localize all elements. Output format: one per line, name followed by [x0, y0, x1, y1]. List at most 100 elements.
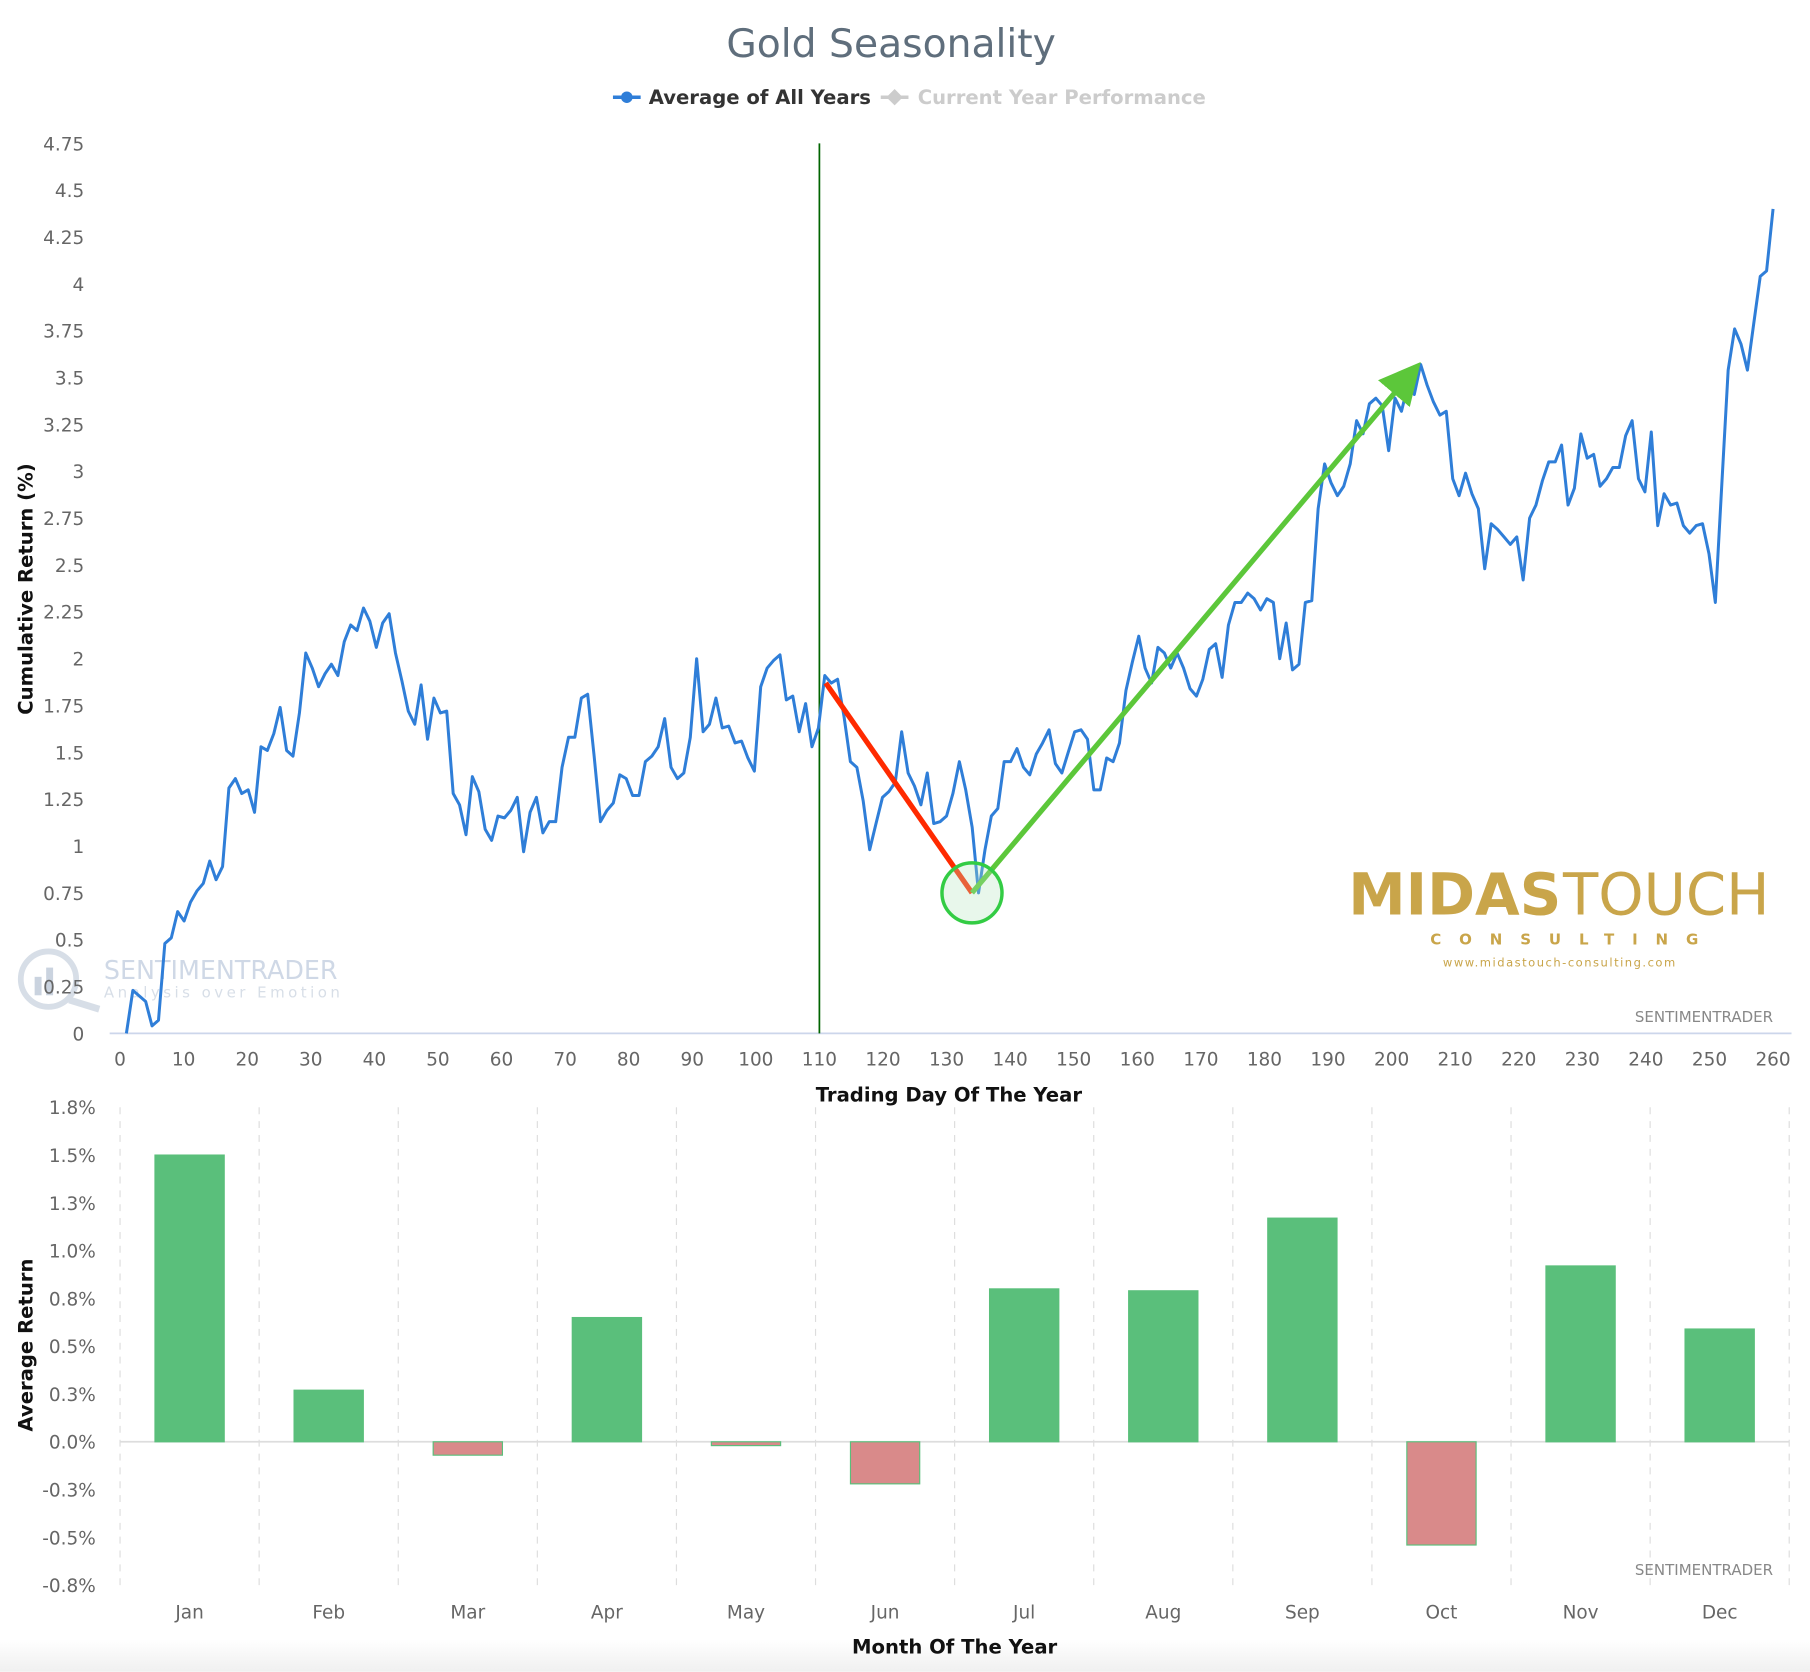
legend-dot-icon: [621, 91, 633, 103]
y-tick-label: 4.75: [43, 134, 84, 155]
watermark-tagline: Analysis over Emotion: [104, 984, 344, 1002]
average-series-line: [124, 208, 1775, 1034]
x-tick-label: 70: [553, 1050, 576, 1071]
bottom-shade: [0, 1639, 1810, 1672]
x-tick-label: Dec: [1702, 1603, 1738, 1624]
y-tick-label: 0.0%: [49, 1433, 96, 1454]
y-tick-label: 0: [73, 1024, 85, 1045]
credit-label: SENTIMENTRADER: [1635, 1008, 1773, 1026]
y-tick-label: 0.75: [43, 884, 84, 905]
y-tick-label: 2.75: [43, 509, 84, 530]
x-tick-label: 10: [172, 1050, 195, 1071]
x-tick-label: 250: [1692, 1050, 1727, 1071]
midas-touch-logo: MIDAS TOUCH CONSULTING www.midastouch-co…: [1348, 860, 1769, 969]
y-tick-label: 1.25: [43, 790, 84, 811]
cumulative-return-plot: 0 0.25 0.5 0.75 1 1.25 1.5 1.75 2 2.25 2.5 2.75 3 3.2…: [14, 134, 1792, 1106]
x-tick-label: Jun: [870, 1603, 900, 1624]
y-axis-title: Average Return: [14, 1259, 37, 1432]
x-tick-label: 80: [617, 1050, 640, 1071]
y-tick-label: 1.0%: [49, 1242, 96, 1263]
y-tick-label: -0.3%: [42, 1481, 96, 1502]
y-axis-title: Cumulative Return (%): [14, 463, 37, 714]
x-tick-label: 30: [299, 1050, 322, 1071]
y-tick-label: 4: [73, 275, 85, 296]
x-tick-label: Jul: [1012, 1603, 1035, 1624]
legend-item-average[interactable]: Average of All Years: [612, 86, 871, 109]
magnifier-icon: [17, 948, 80, 1010]
x-tick-label: 260: [1755, 1050, 1790, 1071]
y-tick-label: 2: [73, 650, 85, 671]
legend-item-current-year[interactable]: Current Year Performance: [880, 86, 1206, 109]
x-tick-label: 220: [1501, 1050, 1536, 1071]
x-tick-label: 50: [426, 1050, 449, 1071]
x-tick-label: 160: [1120, 1050, 1155, 1071]
bar-oct: [1406, 1441, 1477, 1546]
y-tick-label: 2.25: [43, 603, 84, 624]
x-tick-label: 180: [1247, 1050, 1282, 1071]
legend-label: Average of All Years: [649, 86, 871, 109]
bar-nov: [1545, 1265, 1616, 1443]
x-tick-label: Nov: [1563, 1603, 1599, 1624]
x-tick-label: 120: [865, 1050, 900, 1071]
watermark-name: SENTIMENTRADER: [104, 955, 338, 985]
y-tick-label: 1.5: [55, 743, 84, 764]
y-tick-label: 0.25: [43, 977, 84, 998]
y-tick-label: 0.5: [55, 931, 84, 952]
x-tick-label: 100: [738, 1050, 773, 1071]
x-tick-label: 150: [1056, 1050, 1091, 1071]
bar-dec: [1684, 1328, 1755, 1443]
y-tick-label: 1.75: [43, 696, 84, 717]
y-tick-label: 2.5: [55, 556, 84, 577]
x-tick-label: May: [727, 1603, 765, 1624]
y-tick-label: 4.5: [55, 181, 84, 202]
bar-feb: [293, 1389, 364, 1443]
credit-label: SENTIMENTRADER: [1635, 1561, 1773, 1579]
x-tick-label: 20: [235, 1050, 258, 1071]
x-axis-title: Trading Day Of The Year: [816, 1083, 1083, 1106]
rise-annotation-arrow: [970, 361, 1421, 895]
bar-jun: [849, 1441, 921, 1485]
x-tick-label: Jan: [174, 1603, 203, 1624]
y-tick-label: 3.75: [43, 322, 84, 343]
bar-apr: [571, 1316, 643, 1443]
chart-title: Gold Seasonality: [726, 22, 1056, 67]
x-axis-title: Month Of The Year: [852, 1635, 1058, 1658]
bar-jan: [154, 1154, 225, 1443]
x-tick-label: 230: [1565, 1050, 1600, 1071]
bar-chart-icon: [34, 976, 42, 996]
seasonal-low-circle: [940, 861, 1004, 925]
logo-url: www.midastouch-consulting.com: [1443, 955, 1677, 969]
decline-annotation-line: [823, 681, 975, 895]
monthly-return-plot: -0.8% -0.5% -0.3% 0.0% 0.3% 0.5% 0.8% 1.0% 1.3% 1…: [14, 1098, 1790, 1658]
y-tick-label: -0.5%: [42, 1528, 96, 1549]
legend-label: Current Year Performance: [918, 86, 1206, 109]
x-tick-label: 240: [1628, 1050, 1663, 1071]
bar-jul: [988, 1288, 1060, 1443]
sentimentrader-watermark: SENTIMENTRADER Analysis over Emotion: [17, 948, 344, 1013]
x-tick-label: Mar: [450, 1603, 485, 1624]
x-tick-label: 190: [1310, 1050, 1345, 1071]
y-tick-label: 3.5: [55, 369, 84, 390]
x-tick-label: 60: [490, 1050, 513, 1071]
y-tick-label: 3: [73, 462, 85, 483]
bar-sep: [1267, 1217, 1338, 1443]
x-tick-label: Feb: [312, 1603, 345, 1624]
y-tick-label: -0.8%: [42, 1576, 96, 1597]
x-tick-label: 110: [802, 1050, 837, 1071]
x-tick-label: 210: [1438, 1050, 1473, 1071]
x-tick-label: 0: [114, 1050, 126, 1071]
y-tick-label: 4.25: [43, 228, 84, 249]
y-tick-label: 1.5%: [49, 1146, 96, 1167]
x-tick-label: 140: [993, 1050, 1028, 1071]
logo-consulting: CONSULTING: [1430, 931, 1716, 949]
x-tick-label: Sep: [1285, 1603, 1320, 1624]
x-tick-label: Aug: [1145, 1603, 1181, 1624]
x-tick-label: 130: [929, 1050, 964, 1071]
x-tick-label: 90: [681, 1050, 704, 1071]
x-tick-label: Apr: [591, 1603, 623, 1624]
y-tick-label: 0.3%: [49, 1385, 96, 1406]
y-tick-label: 0.8%: [49, 1289, 96, 1310]
y-tick-label: 1: [73, 837, 85, 858]
bar-aug: [1128, 1290, 1199, 1443]
logo-word-midas: MIDAS: [1348, 860, 1561, 928]
